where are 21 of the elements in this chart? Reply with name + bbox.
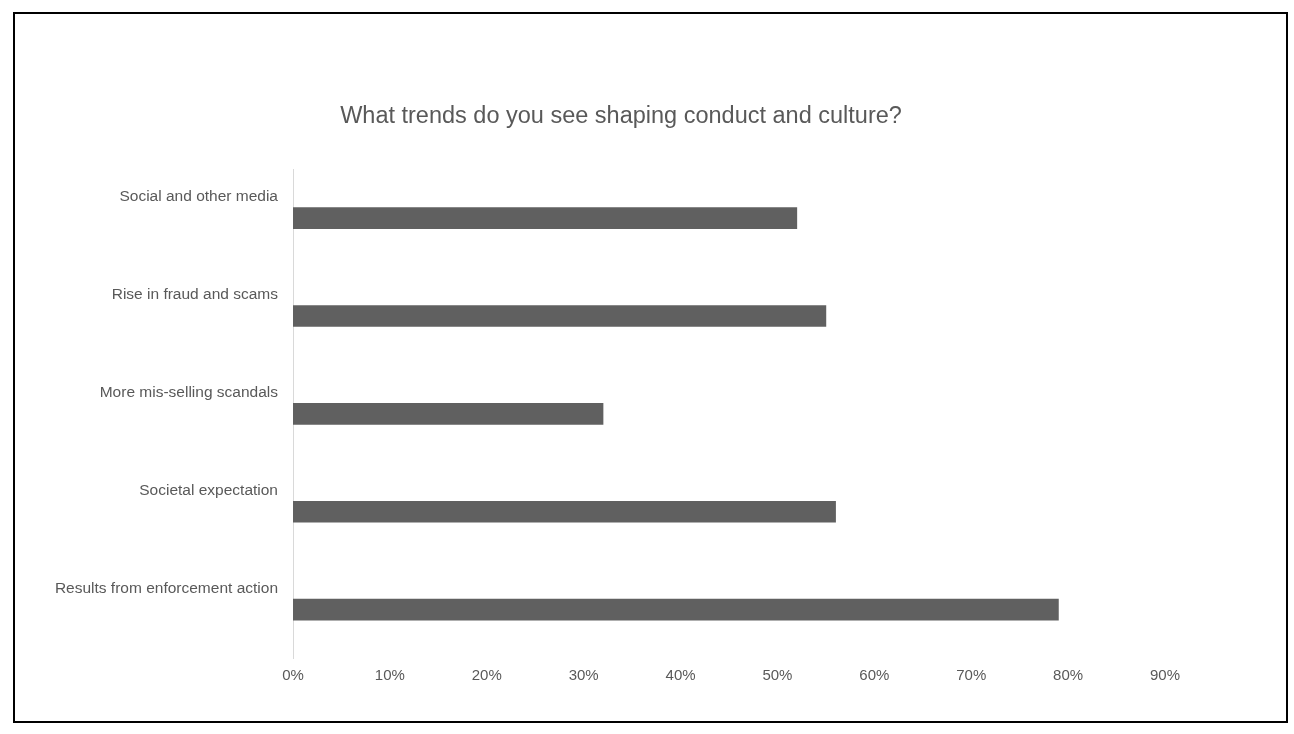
x-tick-label: 90% (1149, 665, 1181, 683)
x-tick-label: 0% (282, 665, 304, 683)
y-tick-label: Social and other media (119, 187, 279, 205)
x-tick-label: 20% (471, 665, 502, 683)
y-tick-label: Results from enforcement action (54, 578, 278, 596)
bar (293, 598, 1059, 621)
x-tick-label: 60% (859, 665, 890, 683)
y-tick-label: More mis-selling scandals (99, 383, 279, 401)
x-tick-label: 70% (956, 665, 987, 683)
y-tick-label: Societal expectation (139, 480, 278, 498)
x-tick-label: 30% (568, 665, 599, 683)
chart-title: What trends do you see shaping conduct and culture? (340, 101, 902, 128)
x-tick-label: 80% (1053, 665, 1084, 683)
bar (293, 500, 836, 523)
bar (293, 207, 798, 229)
bar (293, 305, 827, 327)
y-tick-label: Rise in fraud and scams (111, 285, 279, 303)
x-tick-label: 50% (762, 665, 793, 683)
x-tick-label: 10% (374, 665, 405, 683)
x-tick-label: 40% (665, 665, 696, 683)
bar (293, 403, 604, 425)
